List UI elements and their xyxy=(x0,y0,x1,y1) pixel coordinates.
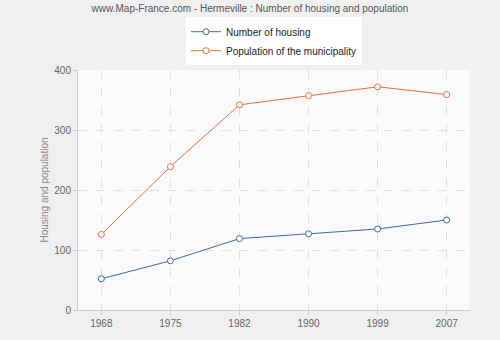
svg-text:1968: 1968 xyxy=(90,318,113,329)
svg-text:Housing and population: Housing and population xyxy=(39,137,50,242)
svg-text:200: 200 xyxy=(54,185,71,196)
svg-text:Population of the municipality: Population of the municipality xyxy=(226,46,356,57)
svg-text:Number of housing: Number of housing xyxy=(226,27,311,38)
svg-text:0: 0 xyxy=(65,305,71,316)
svg-text:www.Map-France.com - Hermevill: www.Map-France.com - Hermeville : Number… xyxy=(91,3,409,14)
svg-text:1999: 1999 xyxy=(366,318,389,329)
svg-text:1982: 1982 xyxy=(228,318,251,329)
svg-text:400: 400 xyxy=(54,65,71,76)
svg-text:1990: 1990 xyxy=(297,318,320,329)
svg-text:100: 100 xyxy=(54,245,71,256)
svg-text:2007: 2007 xyxy=(436,318,459,329)
svg-text:300: 300 xyxy=(54,125,71,136)
svg-text:1975: 1975 xyxy=(159,318,182,329)
